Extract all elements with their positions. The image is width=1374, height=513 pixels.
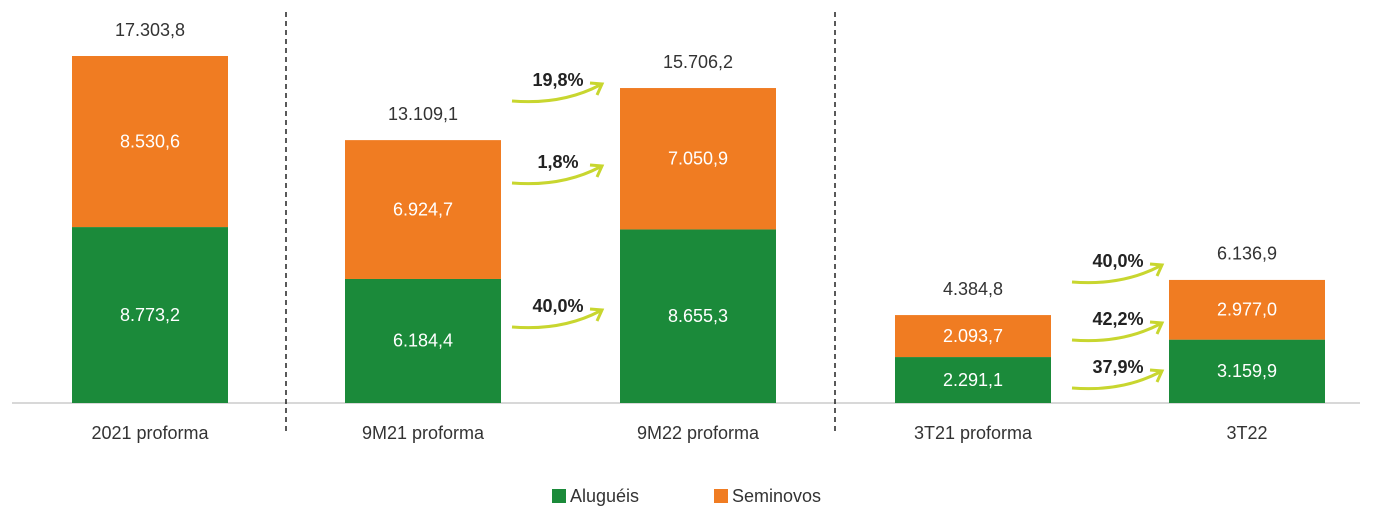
bar-segment bbox=[620, 88, 776, 230]
bar-segment bbox=[345, 140, 501, 279]
value-label: 3.159,9 bbox=[1217, 361, 1277, 381]
legend-label: Seminovos bbox=[732, 486, 821, 506]
total-label: 17.303,8 bbox=[115, 20, 185, 40]
arrow-head bbox=[1149, 368, 1165, 383]
growth-label: 37,9% bbox=[1092, 357, 1143, 377]
value-label: 7.050,9 bbox=[668, 148, 728, 168]
bar-segment bbox=[895, 315, 1051, 358]
bar-segment bbox=[1169, 339, 1325, 403]
growth-arrow bbox=[511, 309, 601, 330]
growth-arrow bbox=[1071, 264, 1161, 285]
legend-swatch bbox=[714, 489, 728, 503]
arrow-head bbox=[589, 81, 605, 96]
value-label: 2.093,7 bbox=[943, 326, 1003, 346]
x-tick-label: 2021 proforma bbox=[91, 423, 209, 443]
total-label: 13.109,1 bbox=[388, 104, 458, 124]
growth-label: 42,2% bbox=[1092, 309, 1143, 329]
value-label: 2.291,1 bbox=[943, 370, 1003, 390]
legend-swatch bbox=[552, 489, 566, 503]
x-tick-label: 9M21 proforma bbox=[362, 423, 485, 443]
value-label: 8.773,2 bbox=[120, 305, 180, 325]
arrow-head bbox=[1149, 320, 1165, 335]
x-tick-label: 3T22 bbox=[1226, 423, 1267, 443]
total-label: 15.706,2 bbox=[663, 52, 733, 72]
bar-segment bbox=[620, 229, 776, 403]
value-label: 6.924,7 bbox=[393, 199, 453, 219]
growth-label: 19,8% bbox=[532, 70, 583, 90]
growth-arrow bbox=[511, 83, 601, 104]
growth-arrow bbox=[511, 165, 601, 186]
growth-arrow bbox=[1071, 370, 1161, 391]
value-label: 2.977,0 bbox=[1217, 300, 1277, 320]
growth-arrow bbox=[1071, 322, 1161, 343]
total-label: 6.136,9 bbox=[1217, 244, 1277, 264]
growth-label: 1,8% bbox=[537, 152, 578, 172]
arrow-head bbox=[1149, 262, 1165, 277]
growth-label: 40,0% bbox=[1092, 251, 1143, 271]
bar-segment bbox=[72, 227, 228, 403]
value-label: 8.530,6 bbox=[120, 131, 180, 151]
total-label: 4.384,8 bbox=[943, 279, 1003, 299]
bar-segment bbox=[72, 56, 228, 228]
value-label: 6.184,4 bbox=[393, 331, 453, 351]
bar-segment bbox=[895, 357, 1051, 403]
bar-segment bbox=[345, 278, 501, 403]
arrow-head bbox=[589, 307, 605, 322]
x-tick-label: 9M22 proforma bbox=[637, 423, 760, 443]
value-label: 8.655,3 bbox=[668, 306, 728, 326]
x-tick-label: 3T21 proforma bbox=[914, 423, 1033, 443]
bar-segment bbox=[1169, 279, 1325, 340]
growth-label: 40,0% bbox=[532, 296, 583, 316]
legend-label: Aluguéis bbox=[570, 486, 639, 506]
arrow-head bbox=[589, 163, 605, 178]
